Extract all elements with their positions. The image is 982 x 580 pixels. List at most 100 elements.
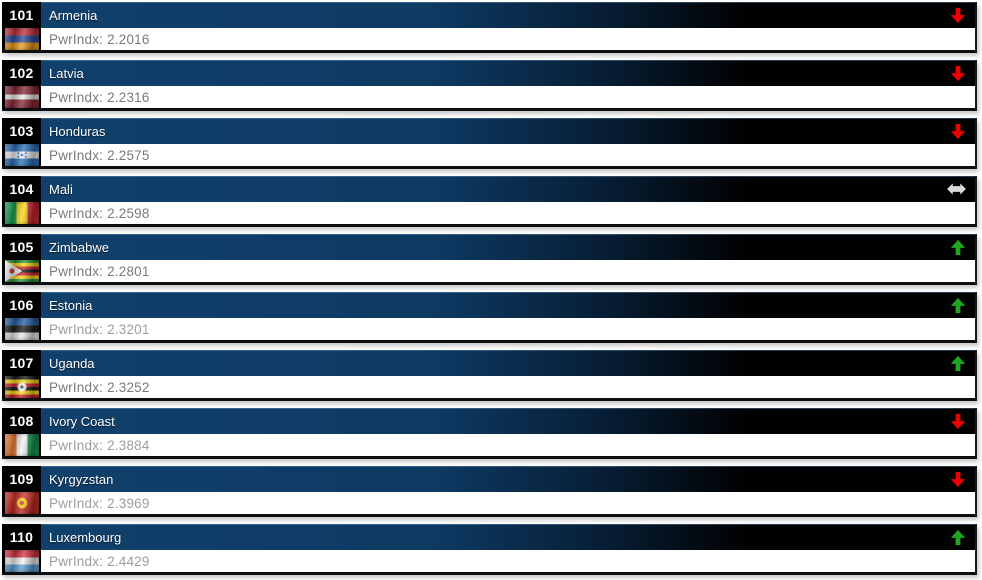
pwrindx-number: 2.3969 (107, 495, 150, 511)
power-index-bar: PwrIndx: 2.3201 (41, 318, 975, 340)
trend-up-icon (950, 529, 966, 546)
pwrindx-value: PwrIndx: 2.3201 (49, 321, 150, 337)
trend-down-icon (950, 65, 966, 82)
country-title-bar: Mali (41, 176, 975, 202)
country-name: Mali (49, 181, 73, 197)
power-index-bar: PwrIndx: 2.2801 (41, 260, 975, 282)
armenia-flag (4, 28, 39, 50)
country-name: Ivory Coast (49, 413, 115, 429)
country-row[interactable]: 109 Kyrgyzstan PwrIndx: 2.3969 (2, 466, 977, 517)
pwrindx-value: PwrIndx: 2.2016 (49, 31, 150, 47)
zimbabwe-flag (4, 260, 39, 282)
pwrindx-number: 2.2575 (107, 147, 150, 163)
trend-up-icon (950, 355, 966, 372)
country-name: Luxembourg (49, 529, 122, 545)
uganda-flag (4, 376, 39, 398)
flag-cell (2, 144, 41, 166)
country-name: Kyrgyzstan (49, 471, 114, 487)
power-index-bar: PwrIndx: 2.2016 (41, 28, 975, 50)
power-index-bar: PwrIndx: 2.3252 (41, 376, 975, 398)
country-row[interactable]: 106 Estonia PwrIndx: 2.3201 (2, 292, 977, 343)
trend-down-icon (950, 7, 966, 24)
trend-up-icon (950, 297, 966, 314)
flag-cell (2, 86, 41, 108)
pwrindx-value: PwrIndx: 2.3969 (49, 495, 150, 511)
power-index-bar: PwrIndx: 2.3969 (41, 492, 975, 514)
country-title-bar: Armenia (41, 2, 975, 28)
country-title-bar: Ivory Coast (41, 408, 975, 434)
country-row[interactable]: 104 Mali PwrIndx: 2.2598 (2, 176, 977, 227)
country-row[interactable]: 103 Honduras PwrIndx: 2.2575 (2, 118, 977, 169)
mali-flag (4, 202, 39, 224)
pwrindx-value: PwrIndx: 2.2575 (49, 147, 150, 163)
country-row[interactable]: 105 Zimbabwe PwrIndx: 2.2801 (2, 234, 977, 285)
flag-cell (2, 28, 41, 50)
pwrindx-number: 2.2801 (107, 263, 150, 279)
latvia-flag (4, 86, 39, 108)
pwrindx-value: PwrIndx: 2.2598 (49, 205, 150, 221)
rank-badge: 108 (2, 408, 41, 434)
rank-badge: 109 (2, 466, 41, 492)
luxembourg-flag (4, 550, 39, 572)
power-index-bar: PwrIndx: 2.2316 (41, 86, 975, 108)
country-title-bar: Kyrgyzstan (41, 466, 975, 492)
country-title-bar: Zimbabwe (41, 234, 975, 260)
rank-badge: 105 (2, 234, 41, 260)
flag-cell (2, 260, 41, 282)
country-row[interactable]: 110 Luxembourg PwrIndx: 2.4429 (2, 524, 977, 575)
flag-cell (2, 318, 41, 340)
pwrindx-number: 2.2316 (107, 89, 150, 105)
country-name: Zimbabwe (49, 239, 109, 255)
pwrindx-number: 2.3884 (107, 437, 150, 453)
rank-badge: 104 (2, 176, 41, 202)
rank-badge: 102 (2, 60, 41, 86)
power-index-bar: PwrIndx: 2.3884 (41, 434, 975, 456)
ivory-coast-flag (4, 434, 39, 456)
pwrindx-number: 2.4429 (107, 553, 150, 569)
pwrindx-number: 2.2016 (107, 31, 150, 47)
trend-down-icon (950, 413, 966, 430)
rank-badge: 103 (2, 118, 41, 144)
country-row[interactable]: 102 Latvia PwrIndx: 2.2316 (2, 60, 977, 111)
country-name: Latvia (49, 65, 84, 81)
rank-badge: 106 (2, 292, 41, 318)
trend-down-icon (950, 471, 966, 488)
power-index-bar: PwrIndx: 2.4429 (41, 550, 975, 572)
power-index-bar: PwrIndx: 2.2598 (41, 202, 975, 224)
pwrindx-value: PwrIndx: 2.4429 (49, 553, 150, 569)
country-title-bar: Estonia (41, 292, 975, 318)
rank-badge: 110 (2, 524, 41, 550)
pwrindx-value: PwrIndx: 2.2801 (49, 263, 150, 279)
trend-down-icon (950, 123, 966, 140)
country-title-bar: Honduras (41, 118, 975, 144)
estonia-flag (4, 318, 39, 340)
flag-cell (2, 434, 41, 456)
trend-steady-icon (947, 181, 966, 197)
kyrgyzstan-flag (4, 492, 39, 514)
country-row[interactable]: 107 Uganda PwrIndx: 2.3252 (2, 350, 977, 401)
rank-badge: 107 (2, 350, 41, 376)
country-name: Estonia (49, 297, 93, 313)
flag-cell (2, 492, 41, 514)
country-title-bar: Latvia (41, 60, 975, 86)
country-title-bar: Uganda (41, 350, 975, 376)
country-row[interactable]: 108 Ivory Coast PwrIndx: 2.3884 (2, 408, 977, 459)
pwrindx-number: 2.3201 (107, 321, 150, 337)
trend-up-icon (950, 239, 966, 256)
country-title-bar: Luxembourg (41, 524, 975, 550)
pwrindx-number: 2.2598 (107, 205, 150, 221)
flag-cell (2, 550, 41, 572)
country-name: Uganda (49, 355, 95, 371)
pwrindx-value: PwrIndx: 2.3252 (49, 379, 150, 395)
pwrindx-value: PwrIndx: 2.3884 (49, 437, 150, 453)
pwrindx-value: PwrIndx: 2.2316 (49, 89, 150, 105)
country-row[interactable]: 101 Armenia PwrIndx: 2.2016 (2, 2, 977, 53)
flag-cell (2, 376, 41, 398)
flag-cell (2, 202, 41, 224)
country-name: Honduras (49, 123, 106, 139)
country-name: Armenia (49, 7, 98, 23)
pwrindx-number: 2.3252 (107, 379, 150, 395)
power-index-bar: PwrIndx: 2.2575 (41, 144, 975, 166)
rank-badge: 101 (2, 2, 41, 28)
